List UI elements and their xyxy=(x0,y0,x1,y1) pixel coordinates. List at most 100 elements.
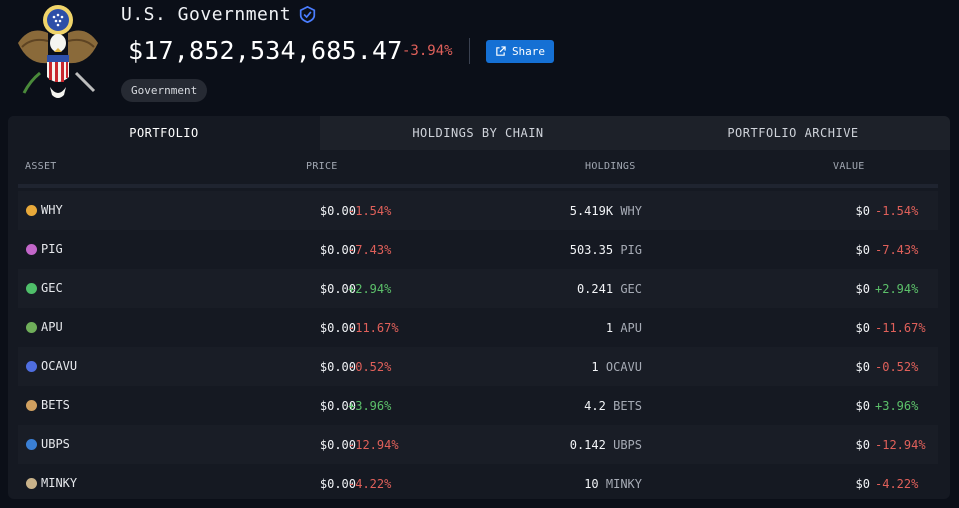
price-change: +2.94% xyxy=(348,282,392,296)
holdings-amount: 0.241 GEC xyxy=(577,282,642,296)
asset-cell[interactable]: PIG xyxy=(26,242,63,256)
header-price[interactable]: PRICE xyxy=(306,161,338,172)
holdings-symbol: UBPS xyxy=(613,438,642,452)
holdings-value: 0.142 xyxy=(569,438,606,452)
price-change: -12.94% xyxy=(348,438,399,452)
asset-symbol: OCAVU xyxy=(41,359,78,373)
price-change: +3.96% xyxy=(348,399,392,413)
header-holdings[interactable]: HOLDINGS xyxy=(585,161,636,172)
price-value: $0.00 xyxy=(319,282,356,296)
value-change: -1.54% xyxy=(875,204,919,218)
entity-header: U.S. Government xyxy=(121,4,316,25)
asset-cell[interactable]: OCAVU xyxy=(26,359,77,373)
price-value: $0.00 xyxy=(319,477,356,491)
token-icon xyxy=(26,438,37,450)
holdings-value: 1 xyxy=(591,360,599,374)
holdings-amount: 4.2 BETS xyxy=(584,399,642,413)
holdings-amount: 1 APU xyxy=(606,321,642,335)
usd-value: $0 xyxy=(855,204,870,218)
external-link-icon xyxy=(496,46,506,56)
holdings-value: 4.2 xyxy=(584,399,606,413)
entity-name: U.S. Government xyxy=(121,4,292,25)
table-row[interactable]: OCAVU $0.00 -0.52% 1 OCAVU $0 -0.52% xyxy=(18,347,938,386)
holdings-value: 0.241 xyxy=(576,282,614,296)
value-change: +2.94% xyxy=(875,282,919,296)
usd-value: $0 xyxy=(855,243,870,257)
table-row[interactable]: WHY $0.00 -1.54% 5.419K WHY $0 -1.54% xyxy=(18,191,938,230)
usd-value: $0 xyxy=(855,321,870,335)
price-change: -7.43% xyxy=(348,243,392,257)
table-row[interactable]: PIG $0.00 -7.43% 503.35 PIG $0 -7.43% xyxy=(18,230,938,269)
holdings-symbol: GEC xyxy=(620,282,642,296)
share-label: Share xyxy=(511,45,546,58)
portfolio-balance: $17,852,534,685.47 xyxy=(128,36,403,65)
value-change: -12.94% xyxy=(875,438,926,452)
value-change: -7.43% xyxy=(875,243,919,257)
table-row[interactable]: UBPS $0.00 -12.94% 0.142 UBPS $0 -12.94% xyxy=(18,425,938,464)
price-value: $0.00 xyxy=(319,438,356,452)
table-row[interactable]: MINKY $0.00 -4.22% 10 MINKY $0 -4.22% xyxy=(18,464,938,499)
price-change: -1.54% xyxy=(348,204,392,218)
holdings-symbol: APU xyxy=(620,321,642,335)
asset-cell[interactable]: APU xyxy=(26,320,63,334)
scroll-track xyxy=(18,184,938,188)
tab-holdings-by-chain[interactable]: HOLDINGS BY CHAIN xyxy=(412,126,544,140)
holdings-symbol: WHY xyxy=(620,204,642,218)
token-icon xyxy=(26,282,37,294)
holdings-amount: 1 OCAVU xyxy=(591,360,642,374)
asset-cell[interactable]: WHY xyxy=(26,203,63,217)
asset-symbol: MINKY xyxy=(41,476,78,490)
value-change: +3.96% xyxy=(875,399,919,413)
asset-symbol: APU xyxy=(41,320,63,334)
government-seal-logo xyxy=(18,5,98,98)
table-row[interactable]: BETS $0.00 +3.96% 4.2 BETS $0 +3.96% xyxy=(18,386,938,425)
usd-value: $0 xyxy=(855,282,870,296)
value-change: -4.22% xyxy=(875,477,919,491)
holdings-symbol: BETS xyxy=(613,399,642,413)
share-button[interactable]: Share xyxy=(486,40,554,63)
holdings-value: 1 xyxy=(605,321,614,335)
tab-bar: PORTFOLIO HOLDINGS BY CHAIN PORTFOLIO AR… xyxy=(8,116,950,150)
header-divider xyxy=(469,38,470,64)
price-value: $0.00 xyxy=(319,321,356,335)
token-icon xyxy=(26,204,37,216)
holdings-value: 503.35 xyxy=(569,243,614,257)
holdings-symbol: PIG xyxy=(620,243,642,257)
value-change: -0.52% xyxy=(875,360,919,374)
header-asset[interactable]: ASSET xyxy=(25,161,57,172)
usd-value: $0 xyxy=(855,477,870,491)
value-change: -11.67% xyxy=(875,321,926,335)
asset-symbol: UBPS xyxy=(41,437,70,451)
portfolio-panel: PORTFOLIO HOLDINGS BY CHAIN PORTFOLIO AR… xyxy=(8,116,950,499)
asset-symbol: GEC xyxy=(41,281,63,295)
asset-cell[interactable]: GEC xyxy=(26,281,63,295)
holdings-amount: 10 MINKY xyxy=(584,477,642,491)
price-change: -11.67% xyxy=(348,321,399,335)
asset-symbol: BETS xyxy=(41,398,70,412)
asset-cell[interactable]: UBPS xyxy=(26,437,70,451)
price-value: $0.00 xyxy=(319,399,356,413)
balance-change: -3.94% xyxy=(402,43,453,59)
asset-symbol: WHY xyxy=(41,203,63,217)
token-icon xyxy=(26,360,37,372)
price-value: $0.00 xyxy=(319,243,356,257)
holdings-amount: 5.419K WHY xyxy=(570,204,642,218)
table-row[interactable]: APU $0.00 -11.67% 1 APU $0 -11.67% xyxy=(18,308,938,347)
holdings-amount: 0.142 UBPS xyxy=(570,438,642,452)
token-icon xyxy=(26,477,37,489)
token-icon xyxy=(26,399,37,411)
header-value[interactable]: VALUE xyxy=(833,161,865,172)
tab-portfolio[interactable]: PORTFOLIO xyxy=(8,116,320,150)
holdings-symbol: OCAVU xyxy=(605,360,642,374)
tab-portfolio-archive[interactable]: PORTFOLIO ARCHIVE xyxy=(727,126,859,140)
usd-value: $0 xyxy=(855,399,870,413)
asset-cell[interactable]: MINKY xyxy=(26,476,77,490)
price-value: $0.00 xyxy=(319,204,356,218)
holdings-value: 5.419K xyxy=(569,204,614,218)
usd-value: $0 xyxy=(855,438,870,452)
table-row[interactable]: GEC $0.00 +2.94% 0.241 GEC $0 +2.94% xyxy=(18,269,938,308)
entity-tag[interactable]: Government xyxy=(121,79,208,102)
holdings-amount: 503.35 PIG xyxy=(570,243,642,257)
asset-cell[interactable]: BETS xyxy=(26,398,70,412)
asset-table-body: WHY $0.00 -1.54% 5.419K WHY $0 -1.54% PIG $0.00… xyxy=(18,191,938,499)
